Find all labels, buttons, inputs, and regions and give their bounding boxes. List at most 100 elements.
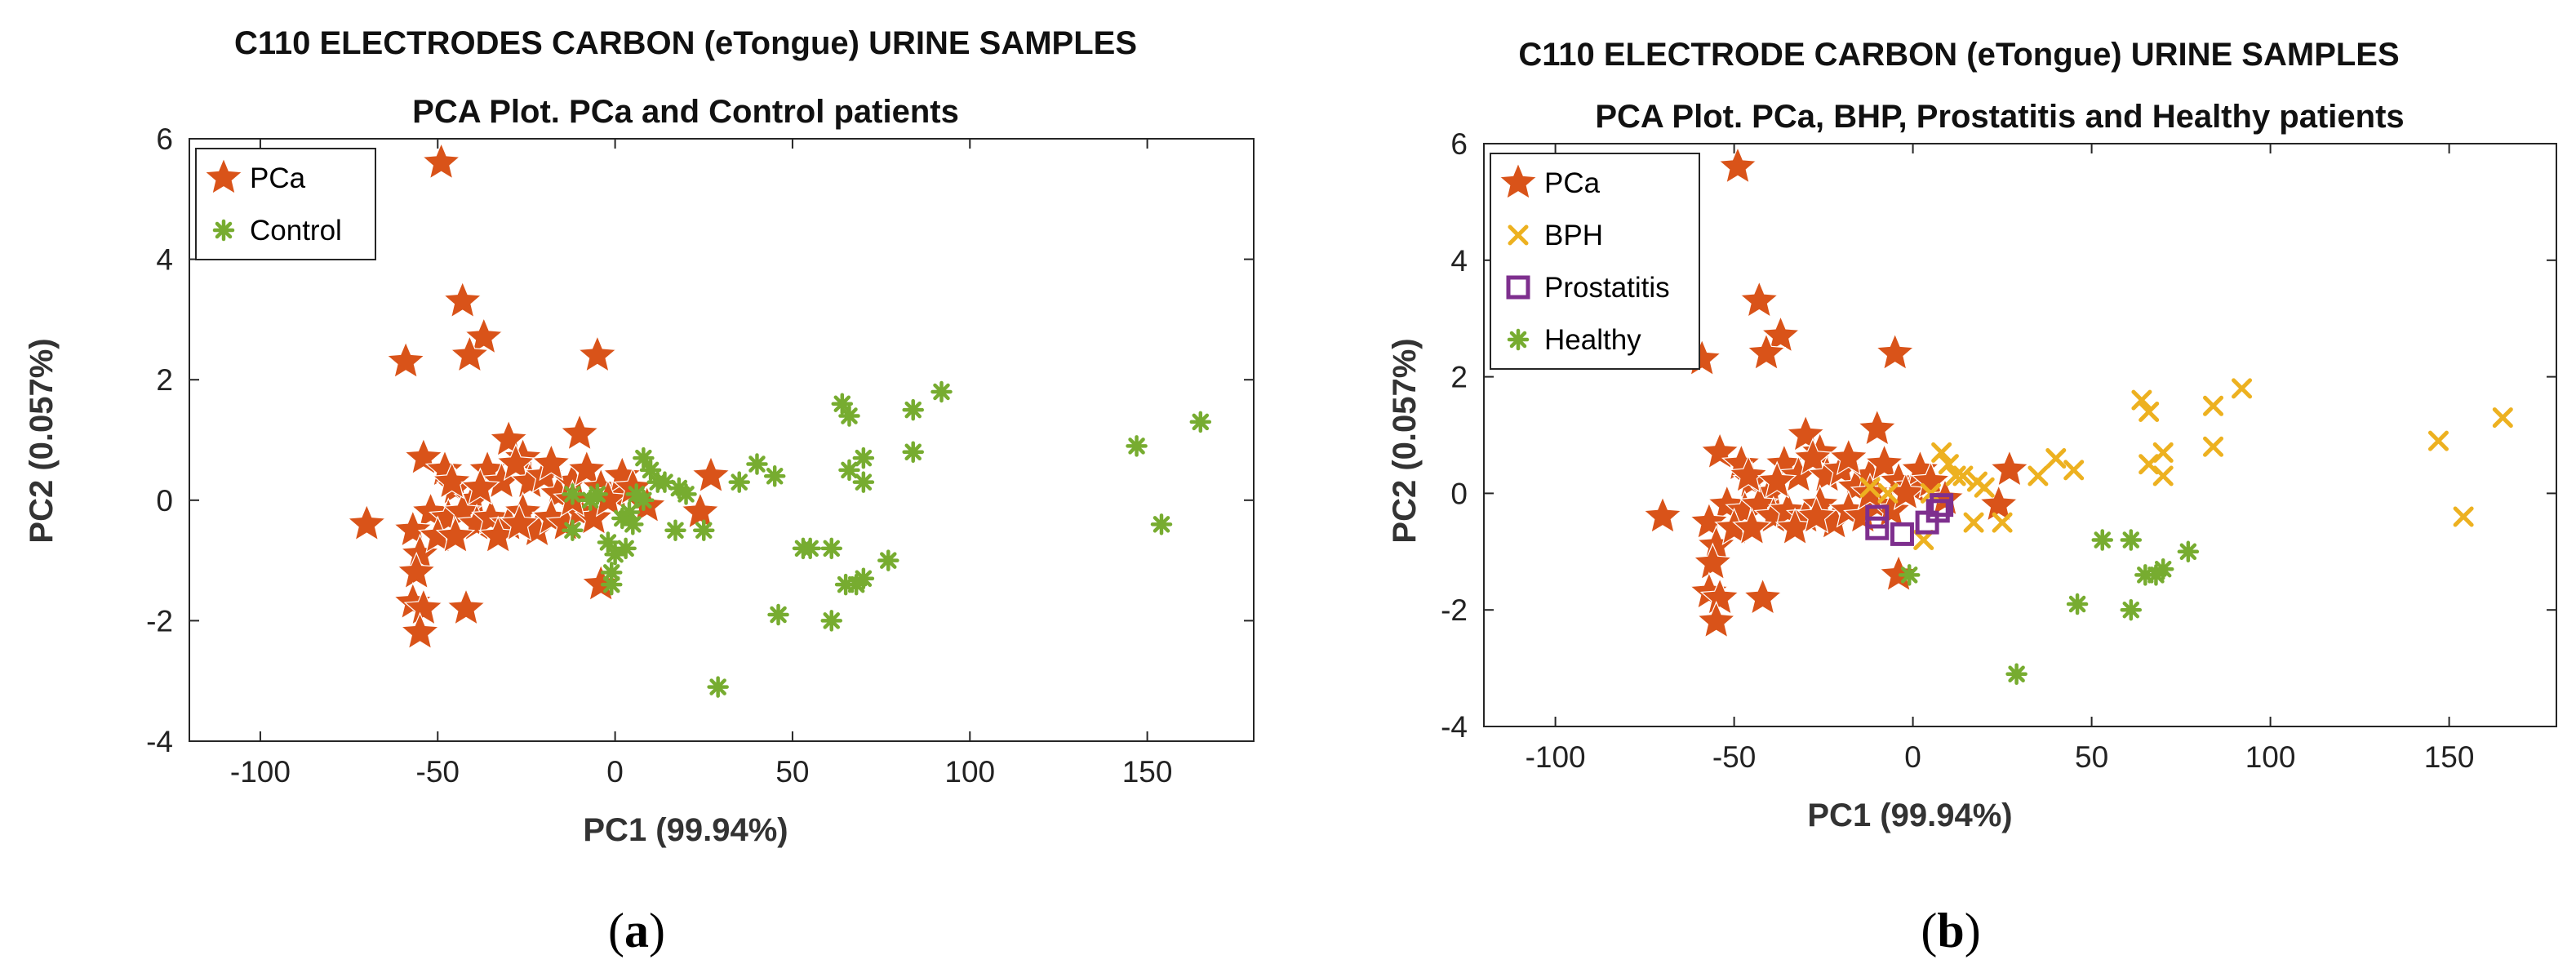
control-point — [831, 393, 854, 415]
bph-point — [1859, 477, 1881, 498]
legend-marker-pca — [1498, 162, 1539, 200]
bph-point — [2063, 460, 2085, 481]
healthy-point — [2091, 529, 2113, 551]
pca-point — [566, 449, 607, 487]
panel-a-caption: (a) — [608, 904, 665, 957]
control-point — [838, 459, 860, 482]
pca-point — [1689, 501, 1730, 540]
control-point — [562, 483, 584, 505]
pca-point — [1743, 577, 1783, 615]
panel-a-plot-area: -100 -50 0 50 100 150 -4 -2 0 2 4 6 PCa Control — [146, 122, 1255, 789]
pca-point — [1761, 315, 1801, 353]
panel-a-caption-letter: a — [624, 904, 649, 957]
legend-marker-prostatitis — [1506, 275, 1530, 300]
control-point — [562, 519, 584, 541]
healthy-point — [2005, 663, 2027, 685]
y-tick-label: 0 — [156, 484, 173, 518]
pca-point — [1857, 408, 1898, 447]
pca-point — [442, 280, 482, 318]
panel-b-y-axis-label: PC2 (0.057%) — [1387, 338, 1423, 543]
control-point — [633, 447, 655, 469]
bph-point — [1992, 512, 2013, 533]
healthy-point — [2134, 564, 2156, 586]
pca-point — [396, 551, 437, 590]
x-tick-label: 100 — [2245, 740, 2296, 774]
panel-b-caption-letter: b — [1937, 904, 1964, 957]
control-point — [622, 513, 644, 535]
control-point — [1150, 513, 1173, 535]
y-tick-label: 0 — [1450, 477, 1468, 510]
control-point — [664, 519, 686, 541]
panel-b-title-line-1: C110 ELECTRODE CARBON (eTongue) URINE SA… — [1518, 37, 2399, 73]
pca-point — [421, 141, 461, 180]
healthy-point — [2177, 540, 2200, 563]
pca-point — [432, 461, 472, 500]
panel-a: C110 ELECTRODES CARBON (eTongue) URINE S… — [24, 25, 1255, 957]
legend-marker-control — [212, 219, 235, 242]
healthy-point — [2120, 529, 2143, 551]
y-tick-label: 2 — [156, 363, 173, 397]
pca-point — [680, 491, 721, 530]
prostatitis-point — [1890, 522, 1914, 546]
pca-point — [450, 335, 490, 373]
pca-point — [1785, 414, 1826, 452]
control-point — [902, 441, 924, 464]
bph-point — [2453, 506, 2474, 527]
x-tick-label: 150 — [2424, 740, 2475, 774]
panel-b-caption: (b) — [1921, 904, 1980, 957]
bph-point — [1913, 530, 1934, 551]
pca-point — [1699, 577, 1740, 615]
control-point — [601, 573, 623, 596]
bph-point — [1963, 512, 1984, 533]
control-point — [852, 447, 875, 469]
pca-point — [559, 413, 600, 451]
pca-point — [691, 455, 731, 493]
bph-point — [2139, 401, 2160, 422]
pca-point — [577, 335, 618, 373]
pca-point — [495, 442, 536, 482]
bph-point — [2492, 407, 2513, 429]
control-point — [728, 471, 750, 493]
x-tick-label: 150 — [1122, 755, 1173, 789]
y-tick-label: -2 — [146, 604, 173, 638]
control-point — [834, 573, 857, 596]
x-tick-label: -50 — [416, 755, 460, 789]
control-point — [615, 537, 637, 560]
pca-point — [385, 340, 426, 379]
data-points — [347, 141, 1212, 698]
legend-label-bph: BPH — [1544, 220, 1603, 251]
pca-point — [460, 467, 500, 505]
plot-box — [1483, 143, 2557, 727]
x-tick-label: -50 — [1712, 740, 1756, 774]
x-tick-label: 100 — [944, 755, 995, 789]
x-tick-label: 50 — [775, 755, 809, 789]
healthy-point — [2066, 593, 2089, 615]
bph-point — [2232, 378, 2253, 399]
bph-point — [2045, 448, 2067, 469]
y-tick-label: -4 — [1441, 710, 1468, 744]
legend: PCa BPH Prostatitis Healthy — [1490, 153, 1700, 370]
panel-a-x-axis-label: PC1 (99.94%) — [583, 812, 788, 848]
pca-point — [488, 419, 529, 457]
prostatitis-point — [1865, 504, 1890, 529]
panel-a-title-line-2: PCA Plot. PCa and Control patients — [412, 94, 959, 130]
pca-point — [400, 611, 440, 650]
y-tick-label: 4 — [156, 243, 173, 277]
pca-point — [499, 503, 540, 541]
panel-b-title-line-2: PCA Plot. PCa, BHP, Prostatitis and Heal… — [1595, 99, 2404, 135]
pca-point — [1696, 600, 1736, 639]
pca-point — [1797, 495, 1837, 534]
pca-point — [1739, 280, 1779, 318]
pca-point — [1989, 449, 2030, 487]
bph-point — [2027, 465, 2049, 486]
legend-label-healthy: Healthy — [1544, 324, 1641, 356]
pca-point — [1732, 507, 1772, 545]
control-point — [930, 380, 953, 403]
pca-point — [1875, 332, 1915, 371]
y-tick-label: 6 — [1450, 127, 1468, 161]
control-point — [763, 465, 786, 487]
pca-point — [403, 588, 444, 626]
x-tick-label: -100 — [1526, 740, 1586, 774]
x-tick-label: 0 — [1904, 740, 1921, 774]
legend-marker-healthy — [1507, 328, 1530, 351]
